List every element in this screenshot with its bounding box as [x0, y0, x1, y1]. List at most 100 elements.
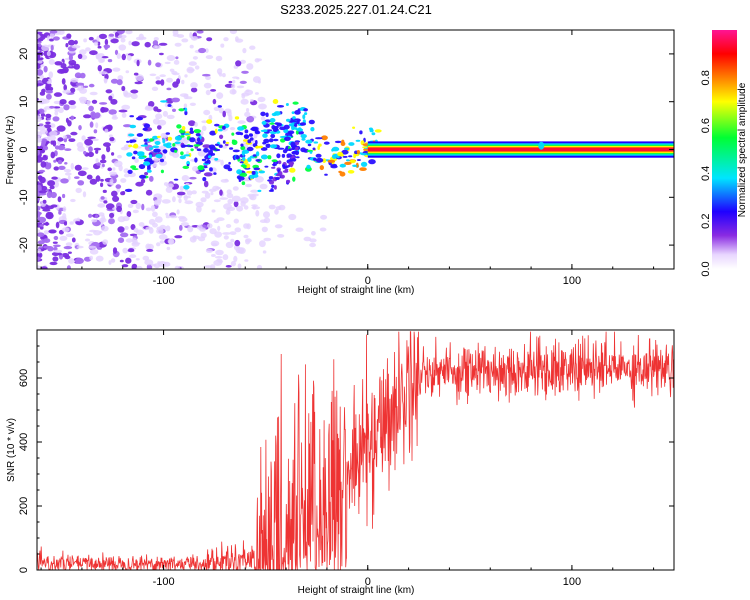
- spectral-blob: [149, 175, 154, 182]
- spectral-blob: [110, 98, 118, 105]
- spectral-blob: [46, 93, 52, 100]
- spectral-blob: [95, 214, 99, 219]
- spectral-blob: [98, 33, 107, 40]
- spectral-blob: [208, 149, 214, 155]
- spectral-blob: [37, 211, 41, 217]
- spectral-blob: [307, 143, 312, 147]
- spectral-blob: [180, 135, 185, 138]
- spectral-blob: [209, 167, 213, 172]
- snr-ytick-label: 200: [18, 497, 30, 515]
- spectral-blob: [233, 255, 238, 262]
- spectral-blob: [49, 30, 58, 34]
- spectral-blob: [134, 158, 139, 164]
- spectral-blob: [73, 63, 81, 70]
- spectral-blob: [37, 197, 40, 201]
- spectral-blob: [65, 233, 74, 238]
- spectral-blob: [196, 205, 202, 213]
- spectral-blob: [152, 211, 158, 218]
- spectral-blob: [144, 172, 149, 176]
- spectral-blob: [117, 226, 125, 233]
- spectral-blob: [243, 205, 249, 210]
- spectral-blob: [89, 229, 97, 233]
- spectral-blob: [135, 258, 140, 261]
- spectral-blob: [106, 145, 111, 153]
- spectral-blob: [278, 160, 282, 165]
- spectral-blob: [37, 69, 44, 76]
- snr-ytick-label: 400: [18, 433, 30, 451]
- spectral-blob: [49, 185, 55, 190]
- spectral-blob: [57, 107, 64, 114]
- spectral-blob: [129, 115, 134, 118]
- spectral-blob: [188, 61, 197, 66]
- spectral-blob: [183, 154, 191, 157]
- spectral-blob: [225, 224, 232, 228]
- spectral-blob: [194, 122, 198, 127]
- spectral-blob: [57, 68, 66, 74]
- spectral-blob: [163, 149, 168, 154]
- spectral-blob: [250, 99, 254, 102]
- spectral-blob: [91, 99, 98, 104]
- spectral-blob: [240, 143, 244, 147]
- spectral-blob: [39, 91, 46, 96]
- spectral-blob: [130, 89, 139, 94]
- spectral-blob: [117, 30, 125, 35]
- spectral-blob: [160, 100, 168, 103]
- spectral-blob: [297, 130, 304, 135]
- spectral-blob: [209, 264, 216, 269]
- spectral-blob: [95, 53, 100, 60]
- snr-frame: [36, 329, 675, 571]
- spectral-blob: [331, 148, 334, 152]
- spectral-blob: [259, 183, 268, 190]
- spectral-blob: [104, 38, 109, 46]
- spectral-blob: [120, 37, 126, 43]
- snr-ylabel: SNR (10 * v/v): [6, 418, 17, 482]
- spectral-blob: [124, 188, 133, 192]
- spectral-blob: [37, 248, 42, 254]
- spectral-blob: [338, 170, 342, 174]
- spectral-blob: [267, 155, 272, 160]
- spectral-blob: [222, 125, 226, 130]
- spectral-blob: [110, 78, 119, 84]
- spectral-blob: [202, 73, 211, 77]
- spectrogram-xlabel: Height of straight line (km): [298, 285, 415, 296]
- spectral-blob: [231, 195, 241, 202]
- spectral-blob: [262, 250, 267, 254]
- spectral-blob: [66, 33, 72, 39]
- spectral-blob: [296, 120, 300, 125]
- spectral-blob: [58, 210, 62, 215]
- spectral-blob: [98, 212, 105, 217]
- spectral-blob: [286, 153, 293, 158]
- spectral-blob: [157, 119, 167, 126]
- spectral-blob: [189, 44, 194, 49]
- spectral-blob: [43, 65, 48, 73]
- spectral-blob: [93, 129, 98, 134]
- spectral-blob: [98, 57, 105, 64]
- spectral-blob: [250, 189, 259, 193]
- spectral-blob: [125, 70, 130, 74]
- spectral-blob: [95, 175, 101, 182]
- spectral-blob: [37, 98, 47, 105]
- spectral-blob: [89, 50, 98, 56]
- spectral-blob: [189, 137, 196, 143]
- spectral-blob: [151, 86, 159, 92]
- spectral-blob: [184, 110, 188, 116]
- spectral-blob: [57, 30, 65, 35]
- spectral-blob: [95, 149, 99, 154]
- spectral-blob: [154, 141, 161, 145]
- spectral-blob: [209, 146, 217, 151]
- spectral-blob: [322, 158, 327, 164]
- spectral-blob: [163, 143, 169, 147]
- spectral-blob: [84, 238, 91, 242]
- spectral-blob: [64, 172, 72, 176]
- spectral-blob: [108, 95, 113, 101]
- spectral-blob: [64, 148, 72, 152]
- spectral-blob: [155, 62, 162, 68]
- spectral-blob: [231, 83, 236, 89]
- spectral-blob: [346, 159, 350, 162]
- spectral-blob: [126, 54, 132, 61]
- spectral-blob: [276, 153, 281, 159]
- spectral-blob: [159, 52, 164, 56]
- spectral-blob: [300, 122, 306, 126]
- spectral-blob: [136, 59, 140, 67]
